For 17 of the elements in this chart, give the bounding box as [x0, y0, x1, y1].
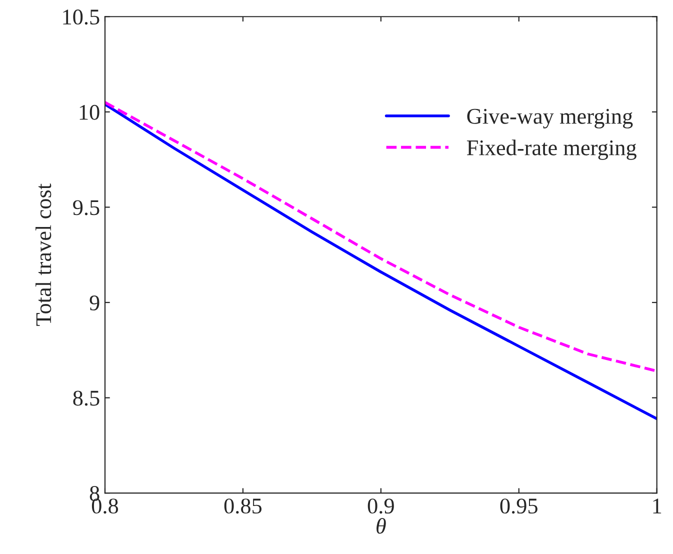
y-tick-label: 10 [80, 104, 100, 120]
line-series [104, 100, 657, 372]
line-series [104, 102, 657, 420]
y-tick-label: 9 [90, 295, 100, 310]
x-tick-label: 1 [653, 498, 662, 514]
x-tick-label: 0.8 [92, 498, 118, 514]
x-tick-label: 0.85 [224, 498, 262, 514]
y-axis-title: Total travel cost [36, 184, 52, 326]
y-tick-label: 8.5 [73, 390, 100, 406]
legend-label: Fixed-rate merging [466, 140, 636, 160]
x-axis-title: θ [376, 518, 386, 534]
legend-label: Give-way merging [467, 108, 633, 128]
y-tick-label: 10.5 [63, 10, 100, 25]
y-tick-label: 9.5 [73, 200, 100, 216]
x-tick-label: 0.95 [500, 498, 538, 514]
x-tick-label: 0.9 [368, 498, 394, 514]
y-tick-label: 8 [90, 486, 100, 501]
